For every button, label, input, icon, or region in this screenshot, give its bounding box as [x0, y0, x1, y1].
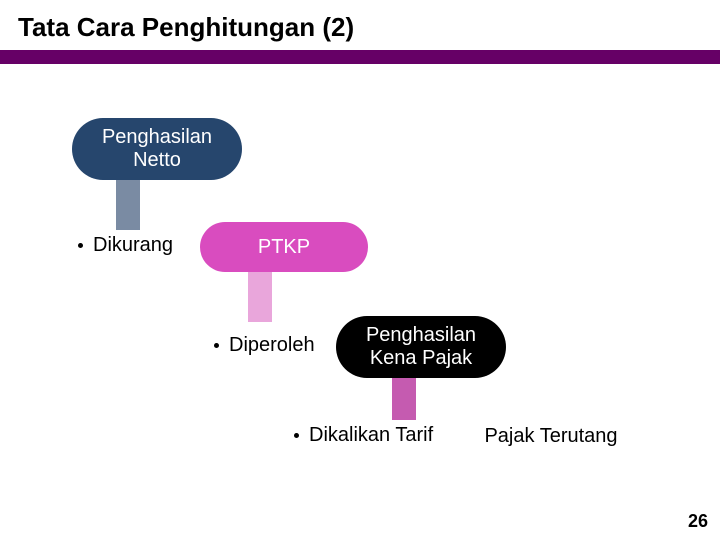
title-underline	[0, 50, 720, 64]
bullet-diperoleh-text: Diperoleh	[229, 334, 315, 357]
node-penghasilan-netto: Penghasilan Netto	[72, 118, 242, 180]
slide-title: Tata Cara Penghitungan (2)	[18, 12, 354, 43]
bullet-dikurang: Dikurang	[78, 234, 173, 257]
bullet-dikalikan-tarif-text: Dikalikan Tarif	[309, 424, 433, 447]
connector-3	[392, 378, 416, 420]
node-pajak-terutang: Pajak Terutang	[456, 414, 646, 458]
page-number: 26	[688, 511, 708, 532]
node-penghasilan-kena-pajak: Penghasilan Kena Pajak	[336, 316, 506, 378]
bullet-dot-icon	[214, 343, 219, 348]
connector-2	[248, 272, 272, 322]
node-pajak-terutang-line1: Pajak Terutang	[484, 425, 617, 448]
bullet-diperoleh: Diperoleh	[214, 334, 315, 357]
node-penghasilan-netto-line1: Penghasilan	[102, 126, 212, 149]
node-pkp-line2: Kena Pajak	[370, 347, 472, 370]
bullet-dikalikan-tarif: Dikalikan Tarif	[294, 424, 433, 447]
node-ptkp-line1: PTKP	[258, 236, 310, 259]
node-ptkp: PTKP	[200, 222, 368, 272]
bullet-dikurang-text: Dikurang	[93, 234, 173, 257]
connector-1	[116, 180, 140, 230]
bullet-dot-icon	[78, 243, 83, 248]
bullet-dot-icon	[294, 433, 299, 438]
node-penghasilan-netto-line2: Netto	[133, 149, 181, 172]
node-pkp-line1: Penghasilan	[366, 324, 476, 347]
